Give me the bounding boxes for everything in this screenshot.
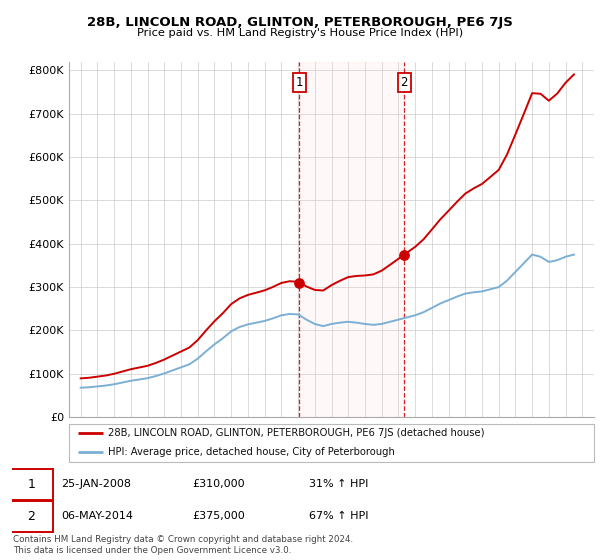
Text: 31% ↑ HPI: 31% ↑ HPI bbox=[309, 479, 368, 489]
Text: Price paid vs. HM Land Registry's House Price Index (HPI): Price paid vs. HM Land Registry's House … bbox=[137, 28, 463, 38]
FancyBboxPatch shape bbox=[9, 501, 53, 532]
Text: HPI: Average price, detached house, City of Peterborough: HPI: Average price, detached house, City… bbox=[109, 447, 395, 458]
Text: 28B, LINCOLN ROAD, GLINTON, PETERBOROUGH, PE6 7JS (detached house): 28B, LINCOLN ROAD, GLINTON, PETERBOROUGH… bbox=[109, 428, 485, 438]
Point bbox=[295, 278, 304, 287]
Text: 2: 2 bbox=[27, 510, 35, 523]
Text: Contains HM Land Registry data © Crown copyright and database right 2024.
This d: Contains HM Land Registry data © Crown c… bbox=[13, 535, 353, 555]
Text: 06-MAY-2014: 06-MAY-2014 bbox=[61, 511, 133, 521]
Text: 67% ↑ HPI: 67% ↑ HPI bbox=[309, 511, 368, 521]
Text: 25-JAN-2008: 25-JAN-2008 bbox=[61, 479, 131, 489]
Text: 1: 1 bbox=[27, 478, 35, 491]
FancyBboxPatch shape bbox=[9, 469, 53, 500]
Text: 28B, LINCOLN ROAD, GLINTON, PETERBOROUGH, PE6 7JS: 28B, LINCOLN ROAD, GLINTON, PETERBOROUGH… bbox=[87, 16, 513, 29]
Text: £310,000: £310,000 bbox=[193, 479, 245, 489]
Text: 2: 2 bbox=[400, 76, 408, 89]
Text: 1: 1 bbox=[295, 76, 303, 89]
Point bbox=[400, 250, 409, 259]
Text: £375,000: £375,000 bbox=[193, 511, 245, 521]
FancyBboxPatch shape bbox=[69, 424, 594, 462]
Bar bbox=[299, 62, 404, 417]
